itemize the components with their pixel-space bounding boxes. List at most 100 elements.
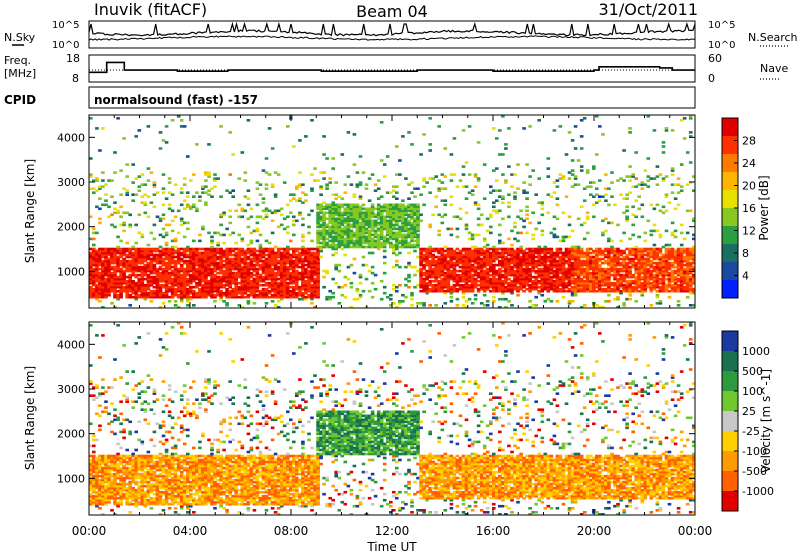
power-cell	[434, 289, 438, 293]
power-cell	[610, 247, 614, 251]
power-cell	[307, 273, 311, 277]
power-cell	[140, 261, 145, 265]
power-cell	[164, 141, 169, 144]
power-cell	[558, 289, 563, 293]
power-cell	[585, 171, 590, 174]
power-cell	[258, 267, 263, 271]
power-cell	[531, 255, 535, 259]
power-cell	[549, 281, 554, 285]
power-cell	[319, 211, 323, 215]
power-cell	[279, 275, 284, 279]
power-cell	[401, 233, 405, 237]
power-cell	[128, 213, 132, 217]
power-cell	[155, 279, 160, 283]
power-cell	[173, 259, 178, 263]
power-cell	[461, 291, 466, 295]
power-cell	[249, 263, 254, 267]
power-cell	[255, 215, 260, 219]
power-cell	[328, 227, 332, 231]
power-cell	[210, 249, 214, 253]
power-cell	[434, 277, 438, 281]
power-cell	[652, 287, 657, 291]
power-cell	[189, 249, 193, 253]
noise-right-tick-top: 10^5	[708, 20, 735, 31]
power-cell	[395, 241, 399, 245]
power-cell	[264, 302, 269, 305]
power-cell	[482, 163, 487, 166]
power-cell	[264, 267, 269, 271]
power-cell	[204, 259, 208, 263]
power-cell	[564, 275, 569, 279]
power-cell	[267, 285, 272, 289]
power-cell	[410, 237, 414, 241]
noise-sky-label: N.Sky	[4, 31, 36, 44]
power-cell	[104, 287, 108, 291]
power-cell	[440, 259, 445, 263]
power-cell	[437, 261, 441, 265]
power-cell	[382, 217, 387, 221]
power-cell	[155, 277, 160, 281]
power-cell	[392, 265, 396, 269]
power-cell	[267, 267, 272, 271]
power-cell	[267, 249, 272, 253]
power-cell	[170, 283, 175, 287]
power-cell	[146, 251, 151, 255]
power-cell	[379, 195, 384, 198]
power-cell	[258, 245, 263, 249]
power-cell	[286, 291, 290, 295]
power-cell	[149, 265, 154, 269]
power-cell	[322, 153, 326, 156]
power-cell	[98, 217, 102, 221]
power-cell	[204, 261, 208, 265]
power-cell	[131, 265, 135, 269]
power-cell	[519, 247, 523, 251]
power-cell	[476, 249, 481, 253]
power-cell	[561, 259, 566, 263]
power-cell	[425, 249, 429, 253]
power-cell	[334, 265, 338, 269]
power-cell	[149, 253, 154, 257]
power-cell	[164, 271, 169, 275]
power-cell	[98, 285, 102, 289]
power-cell	[567, 273, 572, 277]
power-cell	[467, 249, 472, 253]
power-cell	[398, 239, 402, 243]
power-cell	[449, 285, 454, 289]
power-cell	[389, 223, 393, 227]
power-cell	[534, 251, 538, 255]
power-cell	[337, 213, 342, 217]
power-cell	[646, 267, 651, 271]
power-cell	[258, 259, 263, 263]
power-cell	[140, 257, 145, 261]
power-cell	[431, 253, 435, 257]
power-cell	[425, 271, 429, 275]
power-cell	[637, 289, 641, 293]
power-cell	[173, 289, 178, 293]
power-cell	[522, 127, 526, 130]
power-cell	[473, 203, 478, 207]
power-cell	[473, 255, 478, 259]
power-cell	[643, 257, 648, 261]
power-cell	[328, 211, 332, 215]
power-cell	[204, 263, 208, 267]
power-cell	[176, 275, 181, 279]
power-cell	[107, 263, 111, 267]
power-cell	[92, 251, 96, 255]
power-cell	[343, 227, 348, 231]
power-cell	[116, 265, 120, 269]
power-cell	[198, 289, 202, 293]
power-cell	[301, 251, 305, 255]
power-cell	[613, 273, 617, 277]
power-cell	[525, 275, 529, 279]
power-cell	[513, 259, 517, 263]
power-cell	[310, 291, 314, 295]
power-cell	[395, 227, 399, 231]
power-cell	[107, 279, 111, 283]
power-cell	[567, 215, 572, 219]
power-cell	[110, 179, 114, 182]
power-cell	[255, 181, 260, 184]
power-cell	[264, 289, 269, 293]
power-cell	[273, 265, 278, 269]
power-cell	[613, 297, 617, 301]
